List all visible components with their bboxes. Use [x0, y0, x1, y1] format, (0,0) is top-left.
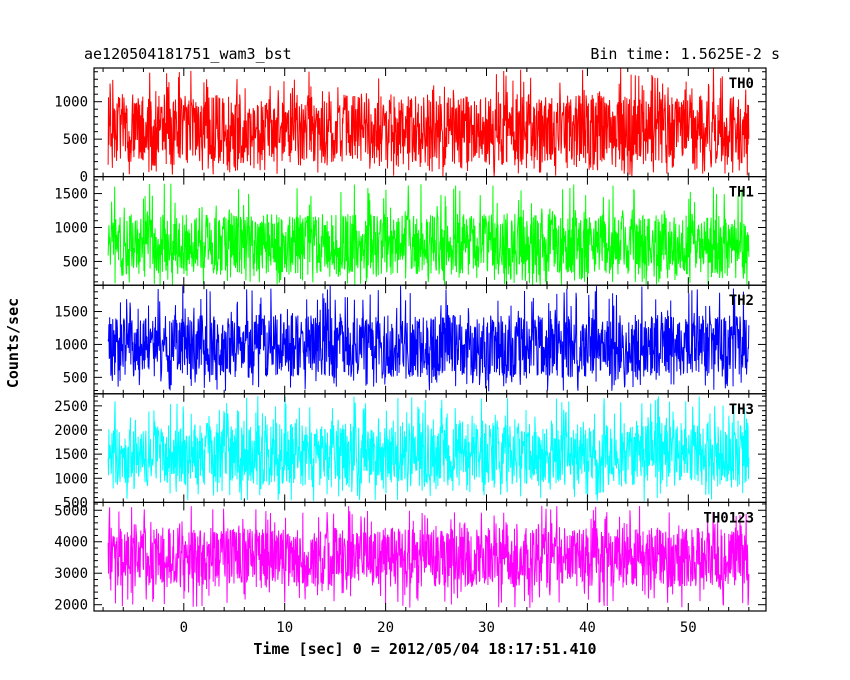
panel-name-label: TH0 — [729, 76, 754, 92]
y-tick-label: 1000 — [54, 337, 88, 353]
y-tick-label: 1000 — [54, 95, 88, 111]
y-tick-label: 500 — [63, 132, 88, 148]
y-tick-label: 1000 — [54, 471, 88, 487]
y-tick-label: 2000 — [54, 423, 88, 439]
y-tick-label: 1500 — [54, 187, 88, 203]
panel-name-label: TH0123 — [703, 510, 754, 526]
bin-time-label: Bin time: 1.5625E-2 s — [590, 45, 780, 63]
panel-th0123: 2000 3000 4000 5000 TH0123 — [54, 501, 767, 614]
panel-th2: 500 1000 1500 TH2 — [54, 284, 767, 395]
panel-th3: 500 1000 1500 2000 2500 TH3 — [54, 393, 767, 511]
x-tick-label: 30 — [478, 620, 495, 636]
y-tick-label: 1500 — [54, 447, 88, 463]
x-tick-label: 40 — [579, 620, 596, 636]
y-tick-label: 2500 — [54, 399, 88, 415]
panel-frame — [93, 501, 767, 612]
panel-name-label: TH2 — [729, 293, 754, 309]
series-th0123 — [107, 505, 750, 608]
x-tick-label: 0 — [180, 620, 188, 636]
x-tick-label: 20 — [377, 620, 394, 636]
panel-name-label: TH3 — [729, 402, 754, 418]
series-th0 — [107, 68, 750, 177]
chart-title: ae120504181751_wam3_bst — [84, 45, 292, 63]
series-th3 — [107, 396, 750, 502]
y-tick-label: 2000 — [54, 598, 88, 614]
panel-name-label: TH1 — [729, 185, 754, 201]
x-tick-label: 50 — [680, 620, 697, 636]
y-tick-label: 3000 — [54, 566, 88, 582]
series-th2 — [107, 285, 750, 392]
y-tick-label: 4000 — [54, 535, 88, 551]
y-tick-label: 0 — [80, 170, 88, 186]
y-tick-label: 5000 — [54, 503, 88, 519]
y-tick-label: 500 — [63, 495, 88, 511]
y-axis-label: Counts/sec — [4, 298, 22, 388]
x-axis: 0 10 20 30 40 50 — [180, 620, 697, 636]
x-axis-label: Time [sec] 0 = 2012/05/04 18:17:51.410 — [253, 640, 596, 658]
x-tick-label: 10 — [276, 620, 293, 636]
y-tick-label: 500 — [63, 254, 88, 270]
y-tick-label: 1500 — [54, 305, 88, 321]
y-tick-label: 500 — [63, 370, 88, 386]
series-th1 — [107, 183, 750, 286]
y-tick-label: 1000 — [54, 221, 88, 237]
